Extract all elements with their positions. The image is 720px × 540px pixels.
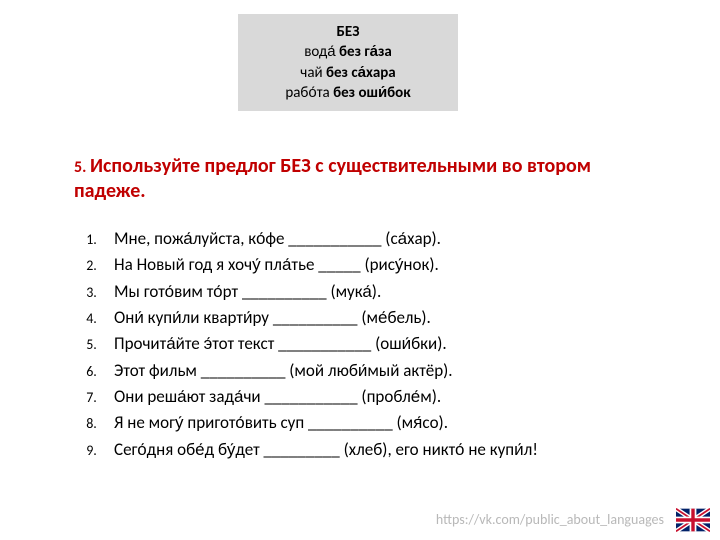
- example-line-2a: чай: [300, 64, 326, 82]
- list-item: Они́ купи́ли кварти́ру __________ (ме́бе…: [100, 305, 538, 331]
- footer-link: https://vk.com/public_about_languages: [436, 511, 664, 528]
- example-line-2: чай без са́хара: [250, 63, 446, 83]
- task-heading: 5. Используйте предлог БЕЗ с существител…: [74, 154, 660, 204]
- example-line-3b: без оши́бок: [333, 84, 411, 102]
- list-item: Мне, пожа́луйста, ко́фе ___________ (са́…: [100, 226, 538, 252]
- list-item: Я не могу́ пригото́вить суп __________ (…: [100, 410, 538, 436]
- example-line-1a: вода́: [304, 43, 339, 61]
- task-number: 5.: [74, 158, 90, 177]
- list-item: Мы гото́вим то́рт __________ (мука́).: [100, 279, 538, 305]
- list-item: Прочита́йте э́тот текст ___________ (оши…: [100, 331, 538, 357]
- list-item: Сего́дня обе́д бу́дет _________ (хлеб), …: [100, 437, 538, 463]
- exercise-list: Мне, пожа́луйста, ко́фе ___________ (са́…: [78, 226, 538, 463]
- example-line-2b: без са́хара: [326, 64, 396, 82]
- example-line-1b: без га́за: [339, 43, 392, 61]
- list-item: Они реша́ют зада́чи ___________ (пробле́…: [100, 384, 538, 410]
- example-box: БЕЗ вода́ без га́за чай без са́хара рабо…: [238, 14, 458, 111]
- example-line-1: вода́ без га́за: [250, 42, 446, 62]
- example-title: БЕЗ: [250, 22, 446, 42]
- uk-flag-icon: [676, 508, 710, 532]
- example-line-3a: рабо́та: [285, 84, 333, 102]
- task-text: Используйте предлог БЕЗ с существительны…: [74, 154, 591, 203]
- list-item: Этот фильм __________ (мой люби́мый актё…: [100, 358, 538, 384]
- example-line-3: рабо́та без оши́бок: [250, 83, 446, 103]
- list-item: На Новый год я хочу́ пла́тье _____ (рису…: [100, 252, 538, 278]
